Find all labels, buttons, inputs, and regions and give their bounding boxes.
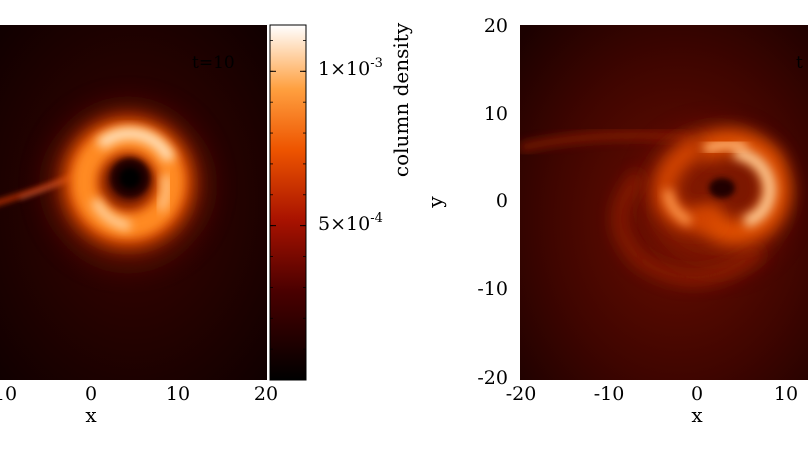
colorbar-label: column density [389,22,413,177]
left-x-tick: 10 [166,383,190,405]
left-heatmap-image: t=10 [0,25,267,380]
right-y-tick: -10 [477,278,508,300]
right-y-axis-label: y [423,196,447,209]
left-x-tick: 20 [254,383,278,405]
left-x-tick: 10 [0,383,17,405]
right-y-tick: 10 [484,103,508,125]
colorbar-gradient [269,24,307,381]
right-x-tick: -20 [506,383,537,405]
right-heatmap-image: t [520,25,808,380]
right-heatmap-panel: t 20 10 0 -10 -20 y -20 -10 0 10 x [423,15,808,427]
left-panel-label: t=10 [192,53,235,73]
left-x-axis-label: x [85,403,97,427]
right-y-tick: 20 [484,15,508,37]
left-heatmap-panel: t=10 10 0 10 20 x [0,25,278,427]
right-y-tick: 0 [496,190,508,212]
right-panel-label: t [796,53,803,73]
right-x-tick: 0 [691,383,703,405]
colorbar-tick-label: 5×10-4 [318,211,383,235]
left-x-tick: 0 [85,383,97,405]
right-x-tick: 10 [774,383,798,405]
right-x-axis-label: x [691,403,703,427]
right-x-tick: -10 [594,383,625,405]
colorbar-ticks [270,40,306,350]
right-y-tick: -20 [477,367,508,389]
colorbar: 1×10-3 5×10-4 column density [269,22,413,381]
colorbar-tick-label: 1×10-3 [318,56,383,80]
